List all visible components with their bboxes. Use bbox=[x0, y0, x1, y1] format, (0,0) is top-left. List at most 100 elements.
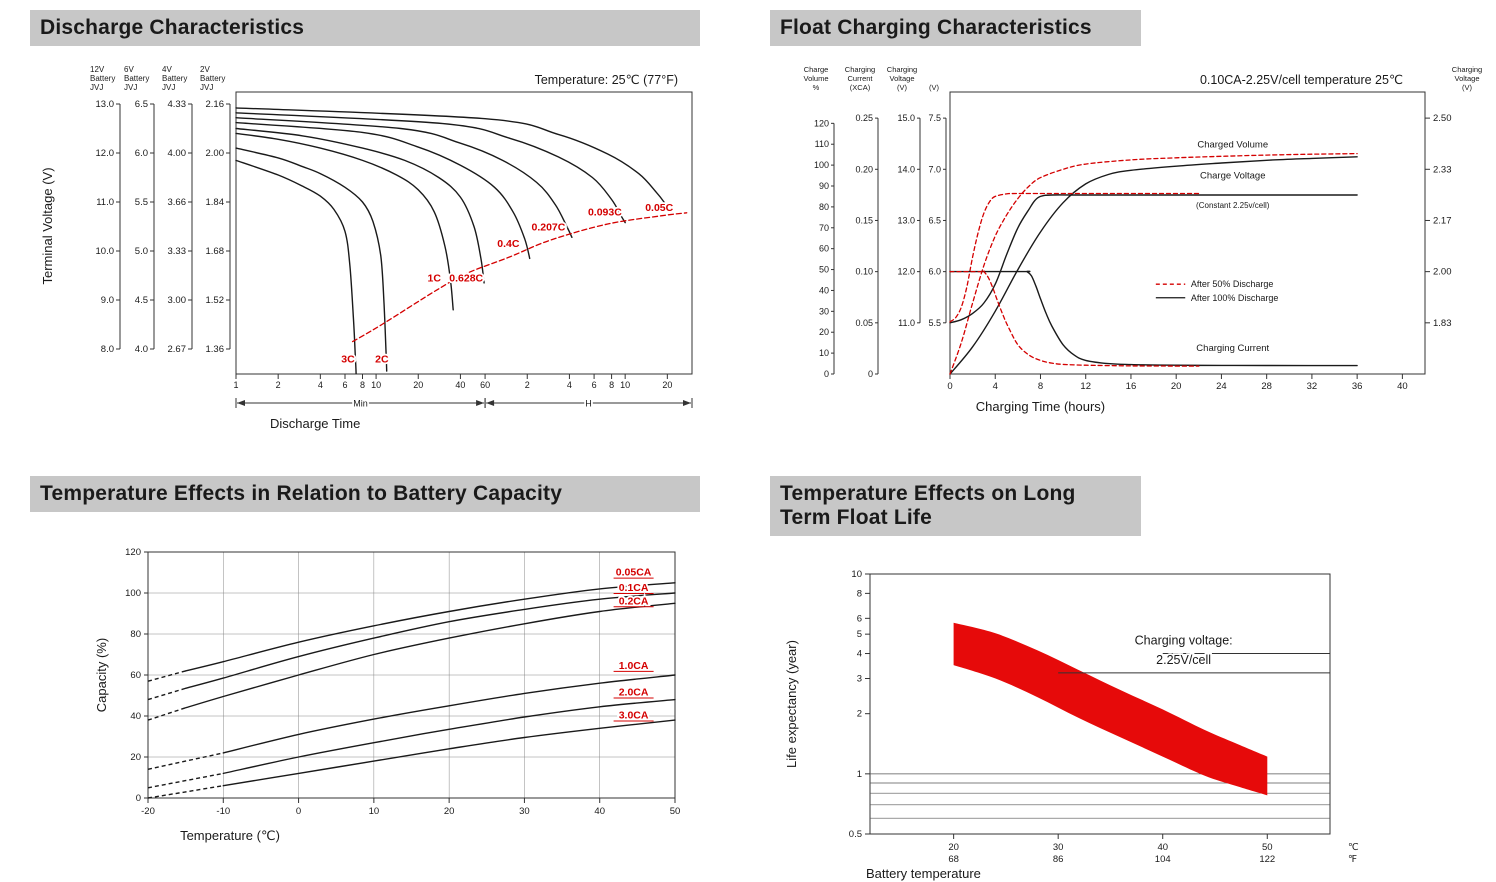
scale-tick: 6.0 bbox=[135, 148, 148, 159]
scale-tick: 12.0 bbox=[96, 148, 115, 159]
plot-frame bbox=[869, 573, 1331, 835]
x-tick-celsius: 30 bbox=[1053, 842, 1064, 853]
curve-label: Charge Voltage bbox=[1200, 171, 1266, 182]
axis-header: Charge bbox=[804, 65, 829, 74]
right-axis-header: Charging bbox=[1452, 65, 1482, 74]
scale-tick: 1.68 bbox=[206, 246, 225, 257]
x-tick-min: 8 bbox=[360, 380, 365, 390]
discharge-chart: 12VBatteryJVJ13.012.011.010.09.08.06VBat… bbox=[40, 65, 693, 431]
charged-volume-50 bbox=[949, 152, 1358, 375]
panel-float-charging: Float Charging Characteristics Charge Vol… bbox=[770, 10, 1496, 434]
rate-label-1C: 1C bbox=[427, 272, 441, 284]
right-axis-header: Voltage bbox=[1454, 74, 1479, 83]
rate-label-0.628C: 0.628C bbox=[449, 272, 483, 284]
scale-tick: 2.16 bbox=[206, 99, 225, 110]
x-tick-min: 20 bbox=[413, 380, 423, 390]
cutoff-voltage-line bbox=[351, 212, 688, 343]
scale-header: 6V bbox=[124, 65, 134, 74]
x-tick: 12 bbox=[1080, 381, 1091, 392]
float-charging-chart: ChargeVolume%010203040506070809010011012… bbox=[803, 65, 1482, 414]
scale-header: JVJ bbox=[124, 83, 137, 92]
panel-temp-capacity: Temperature Effects in Relation to Batte… bbox=[30, 476, 730, 858]
battery-datasheet-page: Discharge Characteristics 12V Battery JVJ 1… bbox=[30, 10, 1496, 881]
x-tick-hour: 8 bbox=[609, 380, 614, 390]
scale-tick: 8.0 bbox=[101, 344, 114, 355]
axis-header: Volume bbox=[803, 74, 828, 83]
scale-tick: 11.0 bbox=[96, 197, 114, 208]
scale-tick: 13.0 bbox=[96, 99, 115, 110]
axis-header: Charging bbox=[845, 65, 875, 74]
scale-tick: 6.5 bbox=[135, 99, 148, 110]
legend-label: After 100% Discharge bbox=[1191, 293, 1279, 303]
rate-label-0.207C: 0.207C bbox=[532, 221, 566, 233]
right-axis-header: (V) bbox=[1462, 83, 1473, 92]
curve-dash-1.0CA bbox=[147, 752, 224, 770]
axis-tick: 5.5 bbox=[928, 318, 941, 328]
x-unit-label: Min bbox=[353, 399, 368, 409]
x-tick: 40 bbox=[594, 806, 605, 817]
axis-tick: 110 bbox=[815, 139, 829, 149]
temperature-note: Temperature: 25℃ (77°F) bbox=[535, 73, 678, 87]
right-axis-tick: 2.50 bbox=[1433, 113, 1452, 124]
y-tick: 100 bbox=[125, 588, 141, 599]
axis-header: % bbox=[813, 83, 820, 92]
axis-tick: 0.20 bbox=[855, 164, 873, 174]
y-tick: 0 bbox=[136, 793, 141, 804]
rate-label-1.0CA: 1.0CA bbox=[619, 660, 649, 672]
axis-tick: 0 bbox=[868, 369, 873, 379]
x-tick: 0 bbox=[947, 381, 952, 392]
scale-tick: 10.0 bbox=[96, 246, 115, 257]
curve-label: Charged Volume bbox=[1197, 139, 1268, 150]
scale-tick: 5.0 bbox=[135, 246, 148, 257]
right-axis-tick: 2.33 bbox=[1433, 164, 1452, 175]
scale-tick: 3.00 bbox=[168, 295, 187, 306]
curve-0.207C bbox=[235, 117, 573, 238]
scale-header: 12V bbox=[90, 65, 105, 74]
scale-tick: 1.36 bbox=[206, 344, 225, 355]
curve-2C bbox=[235, 147, 388, 372]
y-axis-label: Terminal Voltage (V) bbox=[40, 167, 55, 284]
curve-dash-3.0CA bbox=[147, 785, 224, 799]
axis-tick: 0.10 bbox=[855, 267, 873, 277]
x-tick: 20 bbox=[1171, 381, 1182, 392]
scale-tick: 9.0 bbox=[101, 295, 114, 306]
axis-tick: 50 bbox=[819, 265, 829, 275]
rate-label-0.2CA: 0.2CA bbox=[619, 595, 649, 607]
axis-tick: 6.0 bbox=[928, 267, 941, 277]
scale-tick: 2.00 bbox=[206, 148, 225, 159]
scale-tick: 1.52 bbox=[206, 295, 225, 306]
x-tick: 28 bbox=[1261, 381, 1272, 392]
curve-dash-2.0CA bbox=[147, 772, 224, 789]
right-axis-tick: 2.00 bbox=[1433, 267, 1452, 278]
axis-tick: 120 bbox=[814, 118, 829, 128]
axis-tick: 7.5 bbox=[928, 113, 941, 123]
x-tick-fahrenheit: 86 bbox=[1053, 854, 1064, 865]
curve-2.0CA bbox=[222, 698, 676, 775]
axis-header: Charging bbox=[887, 65, 917, 74]
axis-tick: 7.0 bbox=[928, 164, 941, 174]
x-tick: 0 bbox=[296, 806, 301, 817]
axis-tick: 30 bbox=[819, 306, 829, 316]
axis-header: Current bbox=[847, 74, 873, 83]
x-tick-celsius: 40 bbox=[1157, 842, 1168, 853]
y-tick: 8 bbox=[857, 588, 862, 599]
y-tick: 6 bbox=[857, 613, 862, 624]
axis-tick: 10 bbox=[819, 348, 829, 358]
x-tick-hour: 4 bbox=[567, 380, 572, 390]
x-tick-min: 40 bbox=[455, 380, 465, 390]
x-tick: 20 bbox=[444, 806, 455, 817]
y-tick: 5 bbox=[857, 629, 862, 640]
x-tick: 10 bbox=[369, 806, 380, 817]
x-tick-fahrenheit: 104 bbox=[1155, 854, 1171, 865]
axis-tick: 11.0 bbox=[898, 318, 915, 328]
scale-tick: 4.5 bbox=[135, 295, 148, 306]
axis-tick: 0 bbox=[824, 369, 829, 379]
curve-0.05C bbox=[235, 107, 671, 212]
axis-tick: 80 bbox=[819, 202, 829, 212]
curve-0.05CA bbox=[184, 582, 676, 672]
rate-label-3.0CA: 3.0CA bbox=[619, 709, 649, 721]
x-tick: -10 bbox=[216, 806, 230, 817]
temp-capacity-chart: -20 -10 0 10 20 30 40 50 0 20 40 60 80 100 120 Capacity… bbox=[94, 547, 680, 843]
rate-label-0.05CA: 0.05CA bbox=[616, 567, 652, 579]
curve-dash-0.05CA bbox=[147, 670, 186, 682]
